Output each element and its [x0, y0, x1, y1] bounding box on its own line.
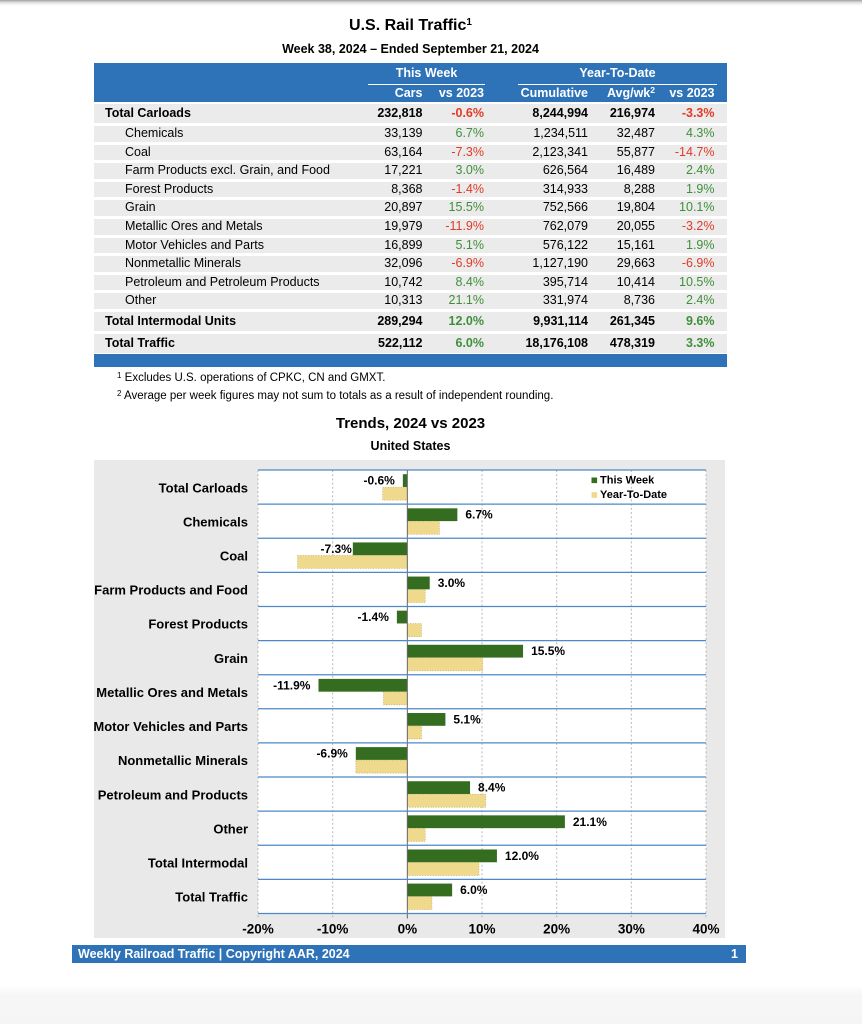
svg-text:3.0%: 3.0%	[438, 576, 466, 590]
svg-text:6.0%: 6.0%	[460, 883, 488, 897]
svg-text:-6.9%: -6.9%	[316, 747, 348, 761]
svg-text:5.1%: 5.1%	[453, 712, 481, 726]
svg-text:-0.6%: -0.6%	[363, 474, 395, 488]
svg-text:12.0%: 12.0%	[505, 849, 539, 863]
svg-text:Other: Other	[213, 821, 248, 836]
svg-text:Year-To-Date: Year-To-Date	[600, 489, 667, 501]
svg-text:6.7%: 6.7%	[465, 508, 493, 522]
svg-text:-1.4%: -1.4%	[358, 610, 390, 624]
svg-text:Total Carloads: Total Carloads	[159, 480, 248, 495]
svg-text:10%: 10%	[468, 922, 495, 937]
svg-text:40%: 40%	[692, 922, 719, 937]
svg-text:Total Intermodal: Total Intermodal	[148, 856, 248, 871]
svg-text:20%: 20%	[543, 922, 570, 937]
svg-text:Forest Products: Forest Products	[148, 617, 248, 632]
svg-text:Chemicals: Chemicals	[183, 514, 248, 529]
svg-text:-7.3%: -7.3%	[320, 542, 352, 556]
svg-text:30%: 30%	[618, 922, 645, 937]
svg-text:Metallic Ores and Metals: Metallic Ores and Metals	[96, 685, 248, 700]
svg-text:-20%: -20%	[242, 922, 274, 937]
svg-text:21.1%: 21.1%	[573, 815, 607, 829]
svg-text:Total Traffic: Total Traffic	[175, 890, 248, 905]
svg-text:Farm Products and Food: Farm Products and Food	[94, 583, 248, 598]
svg-text:Grain: Grain	[214, 651, 248, 666]
svg-text:-10%: -10%	[317, 922, 349, 937]
svg-text:Nonmetallic Minerals: Nonmetallic Minerals	[118, 753, 248, 768]
svg-text:-11.9%: -11.9%	[273, 678, 311, 692]
svg-text:Coal: Coal	[220, 548, 248, 563]
svg-text:This Week: This Week	[600, 474, 655, 486]
svg-text:Petroleum and Products: Petroleum and Products	[98, 787, 248, 802]
svg-text:15.5%: 15.5%	[531, 644, 565, 658]
svg-text:0%: 0%	[398, 922, 418, 937]
svg-text:Motor Vehicles and Parts: Motor Vehicles and Parts	[94, 719, 248, 734]
svg-text:8.4%: 8.4%	[478, 781, 506, 795]
